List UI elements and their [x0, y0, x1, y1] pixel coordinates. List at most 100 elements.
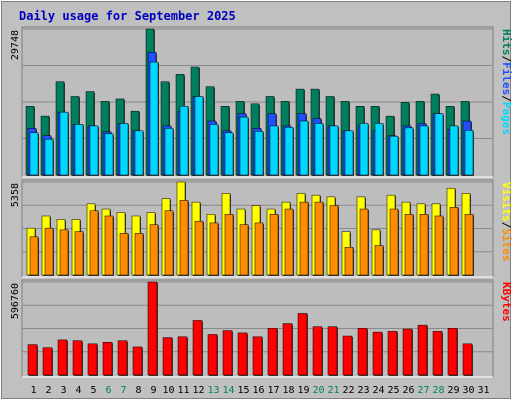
bar-kbytes-6 — [102, 342, 113, 376]
bar-sites-19 — [299, 201, 309, 276]
bar-kbytes-2 — [42, 347, 53, 376]
bar-sites-4 — [74, 231, 84, 276]
x-tick-13: 13 — [207, 385, 219, 396]
bar-kbytes-19 — [297, 313, 308, 376]
bar-pages-14 — [224, 132, 234, 176]
bar-pages-13 — [209, 124, 219, 176]
ymax-label-visits-sites: 5358 — [10, 183, 21, 207]
bar-sites-12 — [194, 220, 204, 276]
chart-title: Daily usage for September 2025 — [19, 9, 236, 23]
bar-kbytes-13 — [207, 334, 218, 376]
bar-pages-3 — [59, 111, 69, 176]
bar-pages-10 — [164, 128, 174, 176]
x-tick-22: 22 — [342, 385, 354, 396]
bar-sites-30 — [464, 213, 474, 276]
x-tick-19: 19 — [297, 385, 309, 396]
x-tick-28: 28 — [432, 385, 444, 396]
bar-pages-12 — [194, 96, 204, 176]
legend-part-kbytes-0: KBytes — [500, 282, 512, 322]
bar-pages-6 — [104, 133, 114, 176]
bar-pages-20 — [314, 123, 324, 176]
bar-sites-21 — [329, 205, 339, 276]
x-tick-6: 6 — [105, 385, 111, 396]
x-tick-18: 18 — [282, 385, 294, 396]
legend-part-hits-files-pages-4: Pages — [500, 102, 512, 135]
bar-sites-11 — [179, 200, 189, 276]
bar-pages-28 — [434, 113, 444, 176]
ymax-label-hits-files-pages: 29748 — [10, 30, 21, 60]
panel-visits-sites: 5358 — [10, 179, 494, 278]
bar-sites-22 — [344, 246, 354, 276]
bar-sites-14 — [224, 213, 234, 276]
bar-sites-29 — [449, 207, 459, 276]
x-tick-29: 29 — [447, 385, 459, 396]
x-tick-26: 26 — [402, 385, 414, 396]
bar-sites-28 — [434, 215, 444, 276]
bar-kbytes-25 — [387, 331, 398, 376]
bar-pages-26 — [404, 127, 414, 176]
bar-kbytes-5 — [87, 343, 98, 376]
bar-pages-17 — [269, 125, 279, 176]
bar-kbytes-16 — [252, 336, 263, 376]
bar-sites-8 — [134, 233, 144, 276]
bar-kbytes-22 — [342, 335, 353, 376]
x-tick-21: 21 — [327, 385, 339, 396]
bar-pages-21 — [329, 125, 339, 176]
x-tick-25: 25 — [387, 385, 399, 396]
legend-part-visits-sites-0: Visits — [500, 182, 512, 222]
bar-sites-15 — [239, 224, 249, 276]
bar-kbytes-24 — [372, 331, 383, 376]
legend-part-visits-sites-2: Sites — [500, 228, 512, 261]
bar-kbytes-26 — [402, 328, 413, 376]
x-axis-labels: 1 2 3 4 5 6 7 8 9 10 11 12 13 14 15 16 17 18 19 20 21 22 23 24 2… — [30, 385, 489, 396]
x-tick-24: 24 — [372, 385, 384, 396]
ymax-label-kbytes: 596760 — [10, 283, 21, 319]
bar-kbytes-12 — [192, 320, 203, 376]
bar-pages-29 — [449, 125, 459, 176]
x-tick-17: 17 — [267, 385, 279, 396]
x-tick-2: 2 — [45, 385, 51, 396]
bar-pages-1 — [29, 132, 39, 176]
x-tick-9: 9 — [150, 385, 156, 396]
x-tick-7: 7 — [120, 385, 126, 396]
bar-sites-1 — [29, 236, 39, 276]
bar-pages-25 — [389, 135, 399, 176]
x-tick-8: 8 — [135, 385, 141, 396]
bar-kbytes-11 — [177, 336, 188, 376]
panel-hits-files-pages: 29748 — [10, 26, 494, 178]
bar-kbytes-17 — [267, 327, 278, 376]
x-tick-5: 5 — [90, 385, 96, 396]
panels-group: 29748 5358 596760 — [10, 26, 494, 378]
x-tick-1: 1 — [30, 385, 36, 396]
bar-kbytes-18 — [282, 323, 293, 376]
bar-pages-7 — [119, 123, 129, 176]
x-tick-11: 11 — [177, 385, 189, 396]
x-tick-27: 27 — [417, 385, 429, 396]
x-tick-20: 20 — [312, 385, 324, 396]
bar-pages-11 — [179, 106, 189, 176]
bar-sites-3 — [59, 229, 69, 276]
bar-pages-30 — [464, 130, 474, 176]
bar-kbytes-30 — [462, 343, 473, 376]
legend-visits-sites: Visits/Sites — [500, 182, 512, 262]
bar-kbytes-28 — [432, 331, 443, 376]
bar-kbytes-29 — [447, 327, 458, 376]
bar-sites-9 — [149, 224, 159, 276]
x-tick-30: 30 — [462, 385, 474, 396]
x-tick-31: 31 — [477, 385, 489, 396]
x-tick-16: 16 — [252, 385, 264, 396]
bar-sites-20 — [314, 201, 324, 276]
x-tick-4: 4 — [75, 385, 81, 396]
bar-kbytes-1 — [27, 344, 38, 376]
bar-kbytes-7 — [117, 340, 128, 376]
bar-kbytes-15 — [237, 332, 248, 376]
legend-part-hits-files-pages-1: / — [500, 56, 512, 63]
x-tick-10: 10 — [162, 385, 174, 396]
bar-kbytes-27 — [417, 324, 428, 376]
bar-kbytes-14 — [222, 330, 233, 376]
legend-hits-files-pages: Hits/Files/Pages — [500, 29, 512, 135]
bar-pages-4 — [74, 124, 84, 176]
bar-pages-8 — [134, 130, 144, 176]
